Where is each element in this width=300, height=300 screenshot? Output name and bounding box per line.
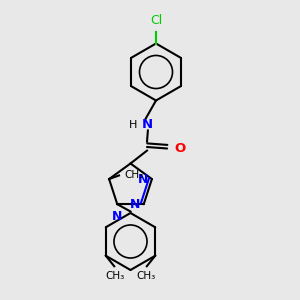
Text: H: H (129, 119, 137, 130)
Text: Cl: Cl (150, 14, 162, 27)
Text: N: N (112, 210, 122, 223)
Text: N: N (130, 198, 140, 211)
Text: N: N (142, 118, 153, 131)
Text: CH₃: CH₃ (136, 272, 155, 281)
Text: O: O (174, 142, 185, 155)
Text: CH₃: CH₃ (124, 170, 143, 180)
Text: CH₃: CH₃ (106, 271, 125, 281)
Text: N: N (138, 172, 148, 185)
